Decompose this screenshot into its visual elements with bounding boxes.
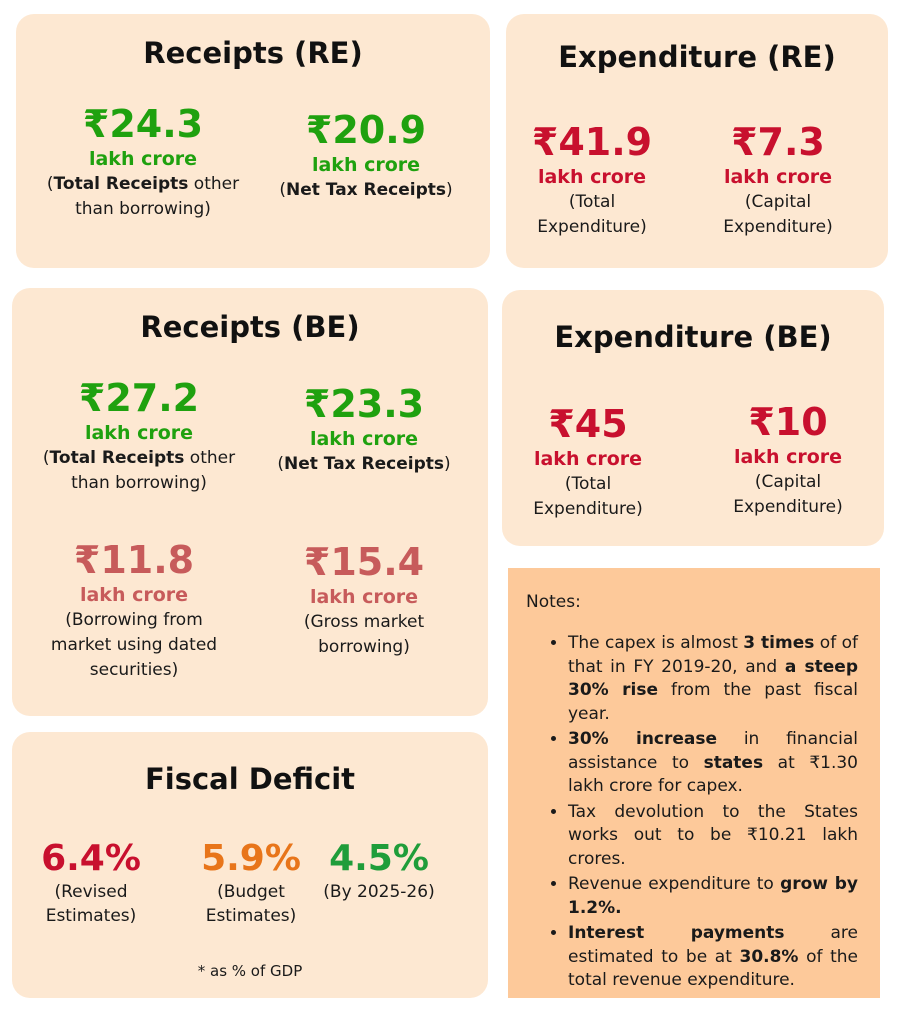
note-text: of of that in FY 2019-20, and (568, 633, 858, 677)
deficit-budget-estimates: 5.9% (Budget Estimates) (196, 838, 306, 928)
capital-expenditure-re: ₹7.3 lakh crore (Capital Expenditure) (712, 120, 844, 240)
description: (Capital Expenditure) (723, 192, 833, 237)
deficit-label: (Revised Estimates) (45, 882, 137, 926)
unit: lakh crore (723, 166, 833, 188)
description: (Gross market borrowing) (303, 612, 425, 657)
notes-list: The capex is almost 3 times of of that i… (526, 632, 858, 993)
net-tax-receipts-re: ₹20.9 lakh crore (Net Tax Receipts) (266, 108, 466, 203)
card-title: Receipts (RE) (143, 36, 363, 70)
expenditure-be-card: Expenditure (BE) ₹45 lakh crore (Total E… (502, 290, 884, 546)
note-text: of the total revenue expenditure. (568, 946, 858, 991)
deficit-revised-estimates: 6.4% (Revised Estimates) (36, 838, 146, 928)
description-bold: Total Receipts (49, 448, 185, 468)
description-text: Capital Expenditure (723, 192, 827, 237)
gross-market-borrowing: ₹15.4 lakh crore (Gross market borrowing… (294, 540, 434, 660)
deficit-label-text: Budget Estimates (205, 882, 290, 926)
receipts-re-card: Receipts (RE) ₹24.3 lakh crore (Total Re… (16, 14, 490, 268)
deficit-value: 4.5% (329, 838, 429, 879)
amount: ₹15.4 (303, 540, 425, 584)
unit: lakh crore (533, 448, 643, 470)
notes-panel: Notes: The capex is almost 3 times of of… (508, 568, 880, 998)
amount: ₹41.9 (531, 120, 653, 164)
amount: ₹27.2 (78, 376, 200, 420)
note-text: Tax devolution to the States works out t… (568, 801, 858, 869)
note-text: Revenue expenditure to (568, 874, 781, 894)
capital-expenditure-be: ₹10 lakh crore (Capital Expenditure) (720, 400, 856, 520)
gdp-footnote: * as % of GDP (197, 962, 303, 980)
notes-title: Notes: (526, 592, 581, 612)
note-text: in financial assistance to (568, 729, 858, 773)
description: (Total Expenditure) (533, 474, 643, 519)
description-bold: Net Tax Receipts (283, 454, 445, 474)
deficit-label-text: Revised Estimates (45, 882, 130, 926)
description-text: Gross market borrowing (310, 612, 425, 657)
description: (Net Tax Receipts) (279, 180, 453, 200)
note-text: at ₹1.30 lakh crore for capex. (568, 752, 858, 797)
description: (Total Receipts other than borrowing) (46, 174, 240, 219)
unit: lakh crore (733, 446, 843, 468)
note-bold: 3 times (743, 633, 815, 653)
description-rest: other than borrowing (75, 174, 240, 219)
description: (Net Tax Receipts) (277, 454, 451, 474)
description-text: Total Expenditure (533, 474, 637, 519)
card-title: Expenditure (RE) (558, 40, 836, 74)
expenditure-re-card: Expenditure (RE) ₹41.9 lakh crore (Total… (506, 14, 888, 268)
total-receipts-re: ₹24.3 lakh crore (Total Receipts other t… (28, 102, 258, 222)
description: (Capital Expenditure) (733, 472, 843, 517)
unit: lakh crore (309, 428, 419, 450)
description-text: Capital Expenditure (733, 472, 837, 517)
deficit-value: 5.9% (201, 838, 301, 879)
note-bold: grow by 1.2%. (568, 874, 858, 918)
market-borrowing-dated-securities: ₹11.8 lakh crore (Borrowing from market … (34, 538, 234, 683)
amount: ₹24.3 (82, 102, 204, 146)
note-item: Revenue expenditure to grow by 1.2%. (568, 873, 858, 920)
description: (Borrowing from market using dated secur… (50, 610, 218, 680)
note-text: The capex is almost (568, 633, 744, 653)
amount: ₹23.3 (303, 382, 425, 426)
deficit-label: (By 2025-26) (323, 882, 435, 902)
card-title: Fiscal Deficit (144, 762, 356, 796)
amount: ₹45 (548, 402, 628, 446)
amount: ₹10 (748, 400, 828, 444)
note-text: from the past fiscal year. (568, 680, 859, 724)
note-bold: a steep 30% rise (568, 656, 858, 701)
deficit-by-2025-26: 4.5% (By 2025-26) (316, 838, 442, 904)
description-rest: other than borrowing (71, 448, 236, 493)
deficit-label: (Budget Estimates) (205, 882, 297, 926)
unit: lakh crore (537, 166, 647, 188)
note-item: Tax devolution to the States works out t… (568, 801, 858, 872)
note-item: 30% increase in financial assistance to … (568, 728, 858, 799)
description-bold: Net Tax Receipts (285, 180, 447, 200)
net-tax-receipts-be: ₹23.3 lakh crore (Net Tax Receipts) (264, 382, 464, 477)
total-receipts-be: ₹27.2 lakh crore (Total Receipts other t… (24, 376, 254, 496)
deficit-value: 6.4% (41, 838, 141, 879)
unit: lakh crore (88, 148, 198, 170)
unit: lakh crore (309, 586, 419, 608)
note-bold: Interest payments (568, 923, 785, 943)
fiscal-deficit-card: Fiscal Deficit 6.4% (Revised Estimates) … (12, 732, 488, 998)
card-title: Expenditure (BE) (554, 320, 832, 354)
note-bold: 30% increase (568, 729, 718, 749)
description: (Total Receipts other than borrowing) (42, 448, 236, 493)
note-bold: states (703, 752, 764, 773)
total-expenditure-re: ₹41.9 lakh crore (Total Expenditure) (526, 120, 658, 240)
note-item: The capex is almost 3 times of of that i… (568, 632, 858, 726)
amount: ₹7.3 (731, 120, 825, 164)
deficit-label-text: By 2025-26 (329, 882, 429, 902)
description: (Total Expenditure) (537, 192, 647, 237)
amount: ₹20.9 (305, 108, 427, 152)
note-item: Interest payments are estimated to be at… (568, 922, 858, 993)
description-bold: Total Receipts (53, 174, 189, 194)
unit: lakh crore (79, 584, 189, 606)
card-title: Receipts (BE) (140, 310, 360, 344)
description-text: Borrowing from market using dated securi… (50, 610, 218, 680)
receipts-be-card: Receipts (BE) ₹27.2 lakh crore (Total Re… (12, 288, 488, 716)
note-text: are estimated to be at (568, 923, 858, 967)
unit: lakh crore (311, 154, 421, 176)
total-expenditure-be: ₹45 lakh crore (Total Expenditure) (520, 402, 656, 522)
unit: lakh crore (84, 422, 194, 444)
description-text: Total Expenditure (537, 192, 641, 237)
note-bold: 30.8% (739, 946, 799, 967)
amount: ₹11.8 (73, 538, 195, 582)
